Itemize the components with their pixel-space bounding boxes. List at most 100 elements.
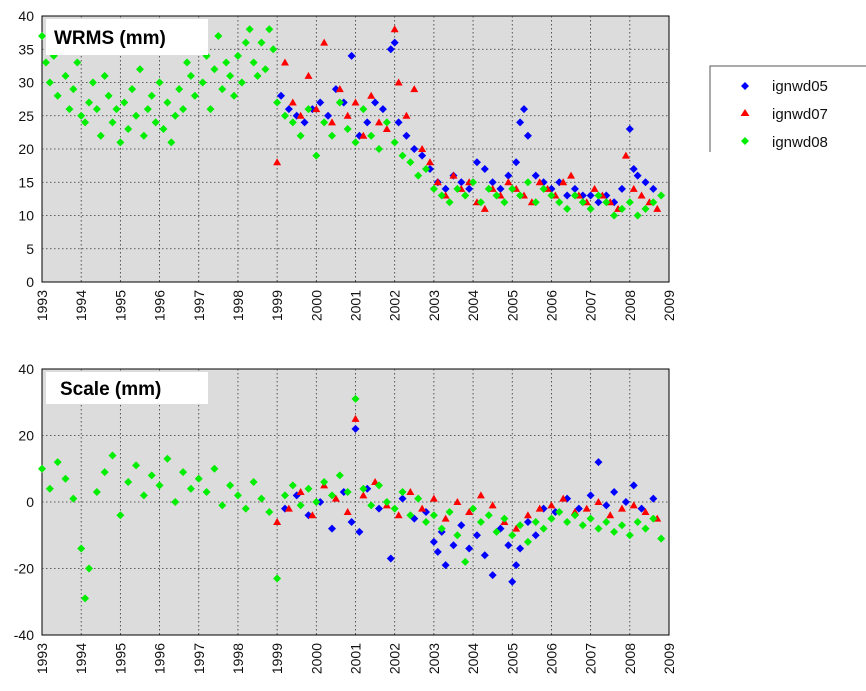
point-ignwd08 — [367, 131, 376, 140]
point-ignwd08 — [625, 198, 634, 207]
data-points — [38, 394, 666, 603]
point-ignwd08 — [151, 118, 160, 127]
y-tick-labels: 0 5 10 15 20 25 30 35 40 — [18, 8, 34, 290]
legend-label: ignwd05 — [772, 78, 828, 95]
chart-title: WRMS (mm) — [54, 28, 166, 49]
point-ignwd05 — [516, 544, 525, 553]
point-ignwd05 — [410, 145, 419, 153]
grid — [42, 16, 669, 282]
point-ignwd08 — [206, 105, 215, 114]
point-ignwd08 — [633, 517, 642, 526]
point-ignwd05 — [629, 481, 638, 490]
point-ignwd08 — [312, 151, 321, 160]
point-ignwd08 — [73, 58, 82, 67]
point-ignwd05 — [390, 38, 399, 47]
point-ignwd08 — [327, 131, 336, 140]
point-ignwd08 — [335, 98, 344, 107]
x-tick-label: 2002 — [387, 290, 403, 321]
point-ignwd08 — [375, 481, 384, 490]
point-ignwd05 — [610, 488, 619, 497]
point-ignwd05 — [629, 164, 638, 173]
point-ignwd05 — [441, 184, 450, 193]
point-ignwd08 — [641, 204, 650, 213]
point-ignwd07 — [535, 178, 544, 186]
point-ignwd08 — [186, 484, 195, 493]
point-ignwd05 — [488, 178, 497, 187]
x-tick-label: 2005 — [504, 290, 520, 321]
point-ignwd08 — [226, 71, 235, 80]
point-ignwd07 — [425, 158, 434, 166]
point-ignwd07 — [480, 204, 489, 212]
point-ignwd08 — [147, 91, 156, 100]
point-ignwd05 — [457, 521, 466, 530]
point-ignwd08 — [124, 478, 133, 487]
point-ignwd08 — [171, 498, 180, 506]
x-tick-label: 2008 — [622, 643, 638, 674]
point-ignwd08 — [578, 198, 587, 207]
point-ignwd08 — [617, 204, 626, 213]
point-ignwd05 — [386, 554, 395, 563]
point-ignwd05 — [520, 105, 529, 114]
y-tick-label: -40 — [14, 627, 34, 643]
point-ignwd08 — [382, 118, 391, 127]
point-ignwd08 — [406, 511, 415, 520]
point-ignwd08 — [257, 38, 266, 47]
point-ignwd07 — [359, 491, 368, 499]
point-ignwd07 — [606, 511, 615, 519]
point-ignwd07 — [273, 517, 282, 525]
point-ignwd08 — [155, 481, 164, 490]
point-ignwd08 — [45, 78, 54, 87]
point-ignwd08 — [625, 531, 634, 540]
point-ignwd05 — [531, 171, 540, 180]
point-ignwd08 — [649, 198, 658, 207]
point-ignwd08 — [218, 501, 227, 510]
x-tick-label: 2008 — [622, 290, 638, 321]
point-ignwd08 — [135, 65, 144, 74]
point-ignwd07 — [284, 504, 293, 512]
point-ignwd08 — [523, 178, 532, 187]
point-ignwd07 — [343, 507, 352, 515]
x-tick-label: 1998 — [230, 290, 246, 321]
point-ignwd07 — [351, 98, 360, 106]
point-ignwd08 — [469, 504, 478, 513]
point-ignwd08 — [210, 464, 219, 473]
x-tick-label: 1999 — [269, 643, 285, 674]
y-tick-label: 10 — [18, 208, 34, 224]
point-ignwd07 — [465, 507, 474, 515]
point-ignwd08 — [437, 191, 446, 200]
point-ignwd05 — [594, 458, 603, 467]
point-ignwd08 — [175, 85, 184, 94]
point-ignwd07 — [288, 98, 297, 106]
point-ignwd05 — [398, 494, 407, 503]
point-ignwd08 — [484, 184, 493, 193]
point-ignwd08 — [163, 454, 172, 463]
point-ignwd08 — [143, 105, 152, 114]
x-tick-label: 2009 — [661, 643, 677, 674]
point-ignwd07 — [653, 204, 662, 212]
point-ignwd08 — [547, 191, 556, 200]
x-tick-label: 1997 — [191, 290, 207, 321]
point-ignwd05 — [371, 98, 380, 107]
point-ignwd05 — [512, 158, 521, 167]
point-ignwd08 — [390, 138, 399, 147]
x-tick-label: 2006 — [543, 290, 559, 321]
point-ignwd05 — [465, 544, 474, 553]
point-ignwd07 — [582, 504, 591, 512]
point-ignwd08 — [516, 521, 525, 530]
point-ignwd08 — [132, 461, 141, 470]
point-ignwd08 — [108, 451, 117, 460]
point-ignwd08 — [53, 458, 62, 467]
point-ignwd05 — [418, 151, 427, 160]
point-ignwd08 — [422, 164, 431, 173]
point-ignwd08 — [128, 85, 137, 94]
point-ignwd08 — [210, 65, 219, 74]
legend-entry: ignwd07 — [740, 106, 828, 123]
legend-label: ignwd07 — [772, 106, 828, 123]
point-ignwd05 — [508, 577, 517, 586]
point-ignwd08 — [649, 514, 658, 523]
point-ignwd08 — [92, 488, 101, 497]
legend-entry: ignwd05 — [741, 78, 828, 95]
y-tick-label: 15 — [18, 174, 34, 190]
point-ignwd08 — [38, 31, 46, 40]
x-tick-label: 2007 — [583, 643, 599, 674]
